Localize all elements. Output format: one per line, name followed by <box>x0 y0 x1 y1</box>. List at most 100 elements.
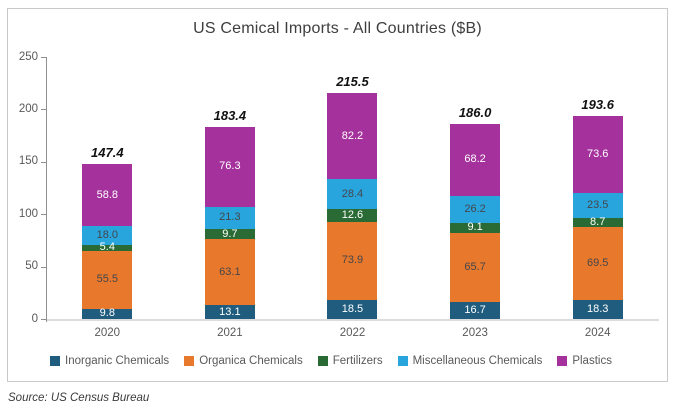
bar-segment: 63.1 <box>204 239 255 306</box>
x-axis-label: 2023 <box>462 327 488 339</box>
x-axis-label: 2022 <box>339 327 366 339</box>
y-tick-label: 150 <box>18 155 38 168</box>
legend-item: Plastics <box>557 355 612 367</box>
bar-segment: 8.7 <box>572 215 623 228</box>
bar-segment: 18.5 <box>327 299 378 319</box>
bar-slot: 18.5 73.9 12.6 28.4 82.2 215.5 <box>291 57 414 319</box>
bar-segment: 5.4 <box>82 241 133 254</box>
segment-value-label: 18.5 <box>341 302 364 315</box>
y-tick-label: 250 <box>18 50 38 63</box>
bar-segment: 65.7 <box>450 232 501 302</box>
y-tick-label: 0 <box>31 312 38 325</box>
segment-value-label: 26.2 <box>464 202 486 215</box>
x-axis-label: 2021 <box>217 327 243 339</box>
legend-label: Inorganic Chemicals <box>65 355 170 367</box>
legend-swatch-icon <box>50 356 60 366</box>
segment-value-label: 82.2 <box>341 129 364 142</box>
bar-segment: 28.4 <box>327 179 378 209</box>
legend-label: Fertilizers <box>332 355 383 367</box>
y-tick <box>41 57 46 58</box>
bar-segment: 12.6 <box>327 208 378 223</box>
y-tick-label: 50 <box>25 260 38 273</box>
segment-value-label: 69.5 <box>586 256 609 269</box>
segment-value-label: 76.3 <box>219 160 241 173</box>
bar-segment: 26.2 <box>450 195 501 224</box>
chart-title: US Cemical Imports - All Countries ($B) <box>193 20 482 37</box>
bar-segment: 73.6 <box>572 116 623 194</box>
legend-swatch-icon <box>397 356 408 366</box>
legend-label: Plastics <box>572 355 612 367</box>
bar-segment: 21.3 <box>204 206 255 229</box>
segment-value-label: 63.1 <box>219 265 241 278</box>
segment-value-label: 68.2 <box>464 153 486 166</box>
legend: Inorganic Chemicals Organica Chemicals Fer… <box>50 355 612 367</box>
segment-value-label: 9.1 <box>467 221 483 234</box>
y-tick-label: 200 <box>18 102 38 115</box>
segment-value-label: 5.4 <box>99 241 115 254</box>
segment-value-label: 55.5 <box>96 273 118 286</box>
bar-segment: 58.8 <box>82 164 133 227</box>
source-note: Source: US Census Bureau <box>8 392 150 404</box>
bar-stack: 9.8 55.5 5.4 18.0 58.8 <box>82 164 133 320</box>
y-tick-label: 100 <box>18 207 38 220</box>
total-value-label: 147.4 <box>91 145 124 161</box>
x-axis-label: 2024 <box>584 327 611 339</box>
y-tick <box>41 266 46 268</box>
total-value-label: 193.6 <box>581 97 614 113</box>
bar-segment: 18.3 <box>572 299 623 319</box>
bar-segment: 16.7 <box>450 301 501 319</box>
segment-value-label: 23.5 <box>586 199 609 212</box>
segment-value-label: 58.8 <box>96 188 118 201</box>
bar-slot: 13.1 63.1 9.7 21.3 76.3 183.4 <box>169 57 292 319</box>
legend-swatch-icon <box>184 356 195 366</box>
bar-segment: 68.2 <box>450 124 501 196</box>
segment-value-label: 9.8 <box>99 307 115 320</box>
bar-stack: 18.3 69.5 8.7 23.5 73.6 <box>572 116 623 319</box>
legend-item: Organica Chemicals <box>184 355 303 367</box>
bar-slot: 16.7 65.7 9.1 26.2 68.2 186.0 <box>414 57 537 319</box>
bar-segment: 55.5 <box>82 250 133 309</box>
bar-segment: 73.9 <box>327 222 378 300</box>
bar-segment: 9.8 <box>82 307 133 320</box>
segment-value-label: 8.7 <box>590 215 606 228</box>
y-tick <box>41 214 46 216</box>
segment-value-label: 13.1 <box>219 305 241 318</box>
bar-segment: 76.3 <box>204 126 255 207</box>
total-value-label: 186.0 <box>458 105 492 121</box>
y-tick <box>41 319 46 320</box>
x-axis-label: 2020 <box>94 327 121 339</box>
legend-label: Organica Chemicals <box>199 355 303 367</box>
segment-value-label: 9.7 <box>222 227 238 240</box>
chart-card: US Cemical Imports - All Countries ($B) … <box>7 8 668 382</box>
x-axis-line <box>46 319 659 321</box>
y-axis-line <box>46 57 47 322</box>
legend-swatch-icon <box>317 356 328 366</box>
segment-value-label: 18.3 <box>586 302 609 315</box>
total-value-label: 183.4 <box>213 107 247 123</box>
bar-slot: 18.3 69.5 8.7 23.5 73.6 193.6 <box>536 57 659 319</box>
legend-item: Miscellaneous Chemicals <box>397 355 543 367</box>
bar-segment: 9.7 <box>204 227 255 240</box>
bar-segment: 69.5 <box>572 227 623 300</box>
plot-area: 0 50 100 150 200 250 9.8 55.5 5.4 18.0 58.8 147.4 13… <box>19 51 659 325</box>
bar-segment: 18.0 <box>82 226 133 245</box>
segment-value-label: 73.6 <box>586 148 609 161</box>
legend-item: Fertilizers <box>317 355 383 367</box>
legend-label: Miscellaneous Chemicals <box>412 355 543 367</box>
legend-swatch-icon <box>557 356 568 366</box>
segment-value-label: 18.0 <box>96 228 118 241</box>
bar-segment: 9.1 <box>450 221 501 234</box>
bar-stack: 16.7 65.7 9.1 26.2 68.2 <box>450 124 501 319</box>
segment-value-label: 16.7 <box>464 303 486 316</box>
bar-stack: 13.1 63.1 9.7 21.3 76.3 <box>204 126 255 319</box>
segment-value-label: 73.9 <box>341 254 364 267</box>
segment-value-label: 12.6 <box>341 209 364 222</box>
bar-slot: 9.8 55.5 5.4 18.0 58.8 147.4 <box>46 57 169 319</box>
total-value-label: 215.5 <box>336 74 369 90</box>
segment-value-label: 21.3 <box>219 211 241 224</box>
segment-value-label: 65.7 <box>464 260 486 273</box>
y-tick <box>41 109 46 111</box>
y-tick <box>41 161 46 163</box>
bar-stack: 18.5 73.9 12.6 28.4 82.2 <box>327 93 378 319</box>
bar-segment: 13.1 <box>204 305 255 319</box>
